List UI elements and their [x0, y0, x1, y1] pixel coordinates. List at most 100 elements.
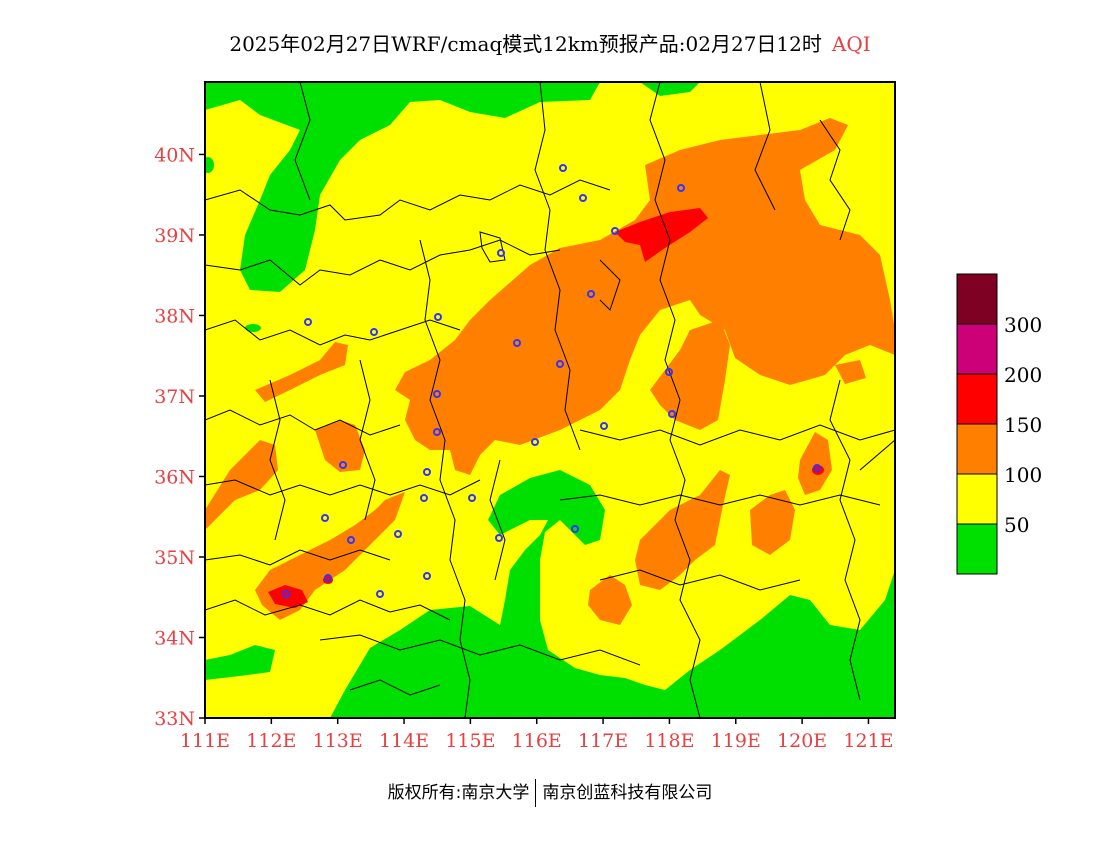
city-marker	[571, 525, 579, 533]
lon-tick-label: 116E	[512, 730, 562, 752]
aqi-usg-west3	[205, 440, 278, 530]
city-marker	[304, 318, 312, 326]
lat-tick-label: 38N	[154, 305, 195, 327]
legend-swatch	[956, 523, 998, 575]
boundary-line	[294, 82, 311, 201]
boundary-line	[754, 82, 776, 211]
city-marker	[433, 390, 441, 398]
city-marker	[813, 464, 821, 472]
city-marker	[579, 194, 587, 202]
footer-separator	[535, 779, 537, 807]
latitude-axis: 40N 39N 38N 37N 36N 35N 34N 33N	[154, 144, 205, 730]
lon-tick-label: 121E	[843, 730, 893, 752]
lat-tick-label: 33N	[154, 708, 195, 730]
aqi-usg-main	[395, 118, 895, 475]
boundary-line	[205, 409, 401, 436]
city-marker	[423, 468, 431, 476]
lat-tick-label: 37N	[154, 386, 195, 408]
aqi-field	[205, 82, 895, 718]
lon-tick-label: 113E	[313, 730, 363, 752]
legend-swatch	[956, 423, 998, 475]
lon-tick-label: 111E	[180, 730, 230, 752]
map-title: 2025年02月27日WRF/cmaq模式12km预报产品:02月27日12时 A…	[0, 28, 1100, 57]
city-marker	[376, 590, 384, 598]
city-marker	[513, 339, 521, 347]
aqi-usg-southeast	[750, 490, 795, 555]
boundary-lines	[205, 82, 895, 718]
lon-tick-label: 119E	[711, 730, 761, 752]
city-marker	[668, 410, 676, 418]
lon-tick-label: 115E	[445, 730, 495, 752]
aqi-usg-coast	[798, 432, 832, 495]
aqi-usg-east-spot	[835, 360, 866, 384]
boundary-line	[319, 634, 641, 666]
boundary-line	[205, 179, 611, 221]
lat-tick-label: 35N	[154, 547, 195, 569]
title-main: 2025年02月27日WRF/cmaq模式12km预报产品:02月27日12时	[229, 32, 822, 56]
copyright-footer: 版权所有:南京大学 南京创蓝科技有限公司	[0, 778, 1100, 807]
boundary-line	[819, 119, 851, 241]
city-marker	[339, 461, 347, 469]
legend-label: 300	[1004, 313, 1042, 337]
boundary-line	[349, 679, 441, 696]
city-marker	[434, 313, 442, 321]
boundary-line	[599, 569, 801, 591]
boundary-line	[579, 424, 895, 446]
legend-label: 200	[1004, 363, 1042, 387]
lon-tick-label: 120E	[777, 730, 827, 752]
longitude-axis: 111E 112E 113E 114E 115E 116E 117E 118E 119E 120E…	[180, 718, 894, 752]
aqi-usg-west2	[315, 420, 365, 472]
city-marker	[677, 184, 685, 192]
legend-swatch	[956, 323, 998, 375]
lat-tick-label: 39N	[154, 225, 195, 247]
boundary-line	[859, 439, 895, 471]
legend-label: 100	[1004, 463, 1042, 487]
city-marker	[559, 164, 567, 172]
aqi-good-west-spot	[205, 157, 214, 173]
city-markers	[282, 164, 821, 598]
city-marker	[495, 534, 503, 542]
boundary-line	[479, 231, 506, 263]
copyright-company: 南京创蓝科技有限公司	[542, 783, 713, 803]
city-marker	[370, 328, 378, 336]
aqi-good-southwest	[205, 645, 275, 680]
city-marker	[347, 536, 355, 544]
lat-tick-label: 34N	[154, 627, 195, 649]
city-marker	[282, 590, 290, 598]
aqi-good-north	[205, 82, 600, 292]
city-marker	[468, 494, 476, 502]
city-marker	[433, 428, 441, 436]
city-marker	[324, 574, 332, 582]
city-marker	[665, 368, 673, 376]
city-marker	[611, 227, 619, 235]
boundary-line	[489, 459, 506, 581]
boundary-line	[205, 319, 461, 346]
legend-swatch	[956, 373, 998, 425]
boundary-line	[534, 82, 581, 451]
boundary-line	[599, 259, 621, 311]
aqi-good-spot	[245, 324, 261, 332]
legend-label: 150	[1004, 413, 1042, 437]
aqi-legend: 300 200 150 100 50	[956, 273, 1042, 575]
boundary-line	[205, 549, 391, 566]
aqi-good-south	[330, 470, 895, 718]
aqi-usg-west1	[255, 342, 348, 402]
boundary-line	[269, 379, 286, 541]
city-marker	[394, 530, 402, 538]
lat-tick-label: 40N	[154, 144, 195, 166]
aqi-unhealthy-north	[615, 208, 708, 262]
city-marker	[423, 572, 431, 580]
boundary-line	[419, 239, 471, 718]
aqi-usg-south1	[635, 470, 730, 590]
city-marker	[531, 438, 539, 446]
boundary-line	[829, 379, 861, 701]
lon-tick-label: 118E	[644, 730, 694, 752]
boundary-line	[359, 359, 376, 521]
legend-swatch	[956, 473, 998, 525]
boundary-line	[205, 479, 481, 496]
lon-tick-label: 117E	[578, 730, 628, 752]
aqi-usg-south2	[588, 575, 632, 625]
city-marker	[321, 514, 329, 522]
aqi-good-northeast	[640, 82, 700, 96]
